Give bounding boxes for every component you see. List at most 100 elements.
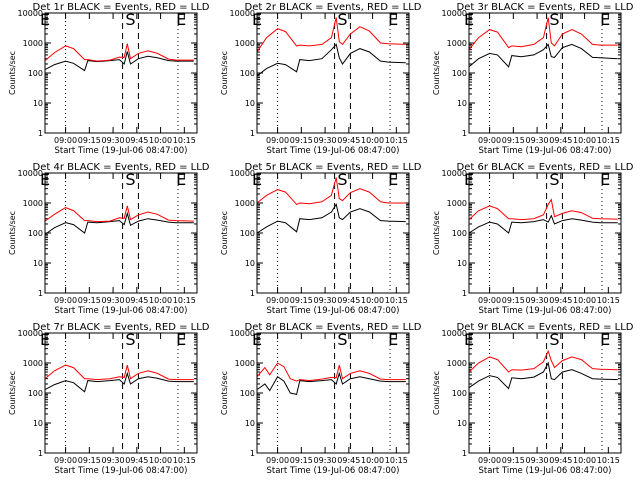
series-line-lld [256, 177, 406, 206]
series-line-events [468, 214, 618, 234]
series-line-lld [468, 349, 618, 373]
x-tick-label: 09:15 [290, 296, 313, 305]
x-tick-label: 09:45 [337, 296, 360, 305]
panel-title: Det 8r BLACK = Events, RED = LLD [245, 322, 422, 333]
x-tick-label: 09:00 [266, 136, 289, 145]
series-line-events [44, 211, 194, 235]
y-tick-label: 10000 [230, 169, 255, 178]
x-tick-label: 09:45 [125, 136, 148, 145]
series-line-lld [256, 17, 406, 53]
y-tick-label: 10 [33, 99, 43, 108]
marker-label: E [176, 170, 186, 189]
y-axis-label: Counts/sec [8, 371, 17, 415]
detector-panel-1: Det 1r BLACK = Events, RED = LLD 1 10 100 10… [8, 2, 210, 156]
x-tick-label: 10:15 [385, 296, 408, 305]
y-tick-label: 100 [240, 69, 255, 78]
detector-panel-5: Det 5r BLACK = Events, RED = LLD 1 10 100 10… [220, 162, 422, 316]
y-axis-label: Counts/sec [8, 51, 17, 95]
y-tick-label: 1000 [235, 359, 255, 368]
plot-frame [44, 332, 198, 454]
y-tick-label: 100 [240, 389, 255, 398]
y-tick-label: 10000 [442, 169, 467, 178]
plot-frame [44, 172, 198, 294]
x-tick-label: 09:30 [526, 136, 549, 145]
x-tick-label: 10:00 [573, 456, 596, 465]
x-axis-label: Start Time (19-Jul-06 08:47:00) [479, 306, 612, 316]
x-tick-label: 10:00 [361, 456, 384, 465]
x-tick-label: 10:00 [149, 456, 172, 465]
y-axis-label: Counts/sec [432, 371, 441, 415]
series-line-lld [468, 17, 618, 51]
plot-frame [468, 332, 622, 454]
y-tick-label: 10000 [230, 9, 255, 18]
series-line-events [44, 51, 194, 72]
panel-title: Det 6r BLACK = Events, RED = LLD [457, 162, 634, 173]
series-line-lld [44, 364, 194, 381]
detector-panel-3: Det 3r BLACK = Events, RED = LLD 1 10 100 10… [432, 2, 634, 156]
marker-label: E [388, 170, 398, 189]
marker-label: E [388, 330, 398, 349]
x-tick-label: 10:15 [385, 136, 408, 145]
y-tick-label: 10000 [18, 329, 43, 338]
y-tick-label: 1 [250, 449, 255, 458]
y-tick-label: 1000 [23, 359, 43, 368]
x-tick-label: 09:30 [526, 296, 549, 305]
series-line-events [256, 203, 406, 234]
plot-frame [256, 332, 410, 454]
y-axis-label: Counts/sec [220, 51, 229, 95]
y-tick-label: 1 [462, 289, 467, 298]
series-line-lld [256, 362, 406, 382]
y-tick-label: 10 [457, 99, 467, 108]
plot-frame [468, 172, 622, 294]
detector-panel-2: Det 2r BLACK = Events, RED = LLD 1 10 100 10… [220, 2, 422, 156]
marker-label: S [549, 170, 559, 189]
x-tick-label: 09:45 [549, 456, 572, 465]
marker-label: S [125, 330, 135, 349]
marker-label: E [600, 10, 610, 29]
x-tick-label: 10:15 [597, 136, 620, 145]
series-line-lld [44, 43, 194, 62]
x-tick-label: 09:00 [478, 296, 501, 305]
plot-frame [468, 12, 622, 134]
x-axis-label: Start Time (19-Jul-06 08:47:00) [267, 306, 400, 316]
y-tick-label: 1000 [447, 199, 467, 208]
x-tick-label: 10:15 [597, 296, 620, 305]
marker-label: S [125, 10, 135, 29]
x-tick-label: 09:30 [314, 296, 337, 305]
y-tick-label: 10000 [442, 329, 467, 338]
y-tick-label: 10000 [442, 9, 467, 18]
marker-label: E [600, 170, 610, 189]
marker-label: S [125, 170, 135, 189]
y-tick-label: 1000 [447, 359, 467, 368]
marker-label: E [600, 330, 610, 349]
marker-label: S [337, 330, 347, 349]
x-tick-label: 09:00 [54, 456, 77, 465]
x-tick-label: 09:15 [78, 296, 101, 305]
detector-panel-9: Det 9r BLACK = Events, RED = LLD 1 10 100 10… [432, 322, 634, 476]
x-tick-label: 09:00 [54, 296, 77, 305]
series-line-lld [468, 198, 618, 221]
x-tick-label: 09:45 [337, 456, 360, 465]
x-tick-label: 10:15 [173, 296, 196, 305]
y-tick-label: 1 [250, 289, 255, 298]
y-tick-label: 1 [462, 129, 467, 138]
x-axis-label: Start Time (19-Jul-06 08:47:00) [479, 466, 612, 476]
x-tick-label: 09:30 [314, 136, 337, 145]
marker-label: S [337, 170, 347, 189]
y-tick-label: 100 [28, 389, 43, 398]
y-tick-label: 100 [28, 229, 43, 238]
y-tick-label: 1000 [235, 199, 255, 208]
x-tick-label: 10:15 [385, 456, 408, 465]
x-axis-label: Start Time (19-Jul-06 08:47:00) [55, 306, 188, 316]
x-tick-label: 09:30 [102, 456, 125, 465]
y-tick-label: 1 [38, 449, 43, 458]
y-axis-label: Counts/sec [220, 371, 229, 415]
panel-title: Det 9r BLACK = Events, RED = LLD [457, 322, 634, 333]
panel-title: Det 1r BLACK = Events, RED = LLD [33, 2, 210, 13]
x-tick-label: 09:45 [337, 136, 360, 145]
y-tick-label: 1 [38, 129, 43, 138]
y-tick-label: 1 [462, 449, 467, 458]
y-tick-label: 10 [245, 259, 255, 268]
panel-title: Det 2r BLACK = Events, RED = LLD [245, 2, 422, 13]
